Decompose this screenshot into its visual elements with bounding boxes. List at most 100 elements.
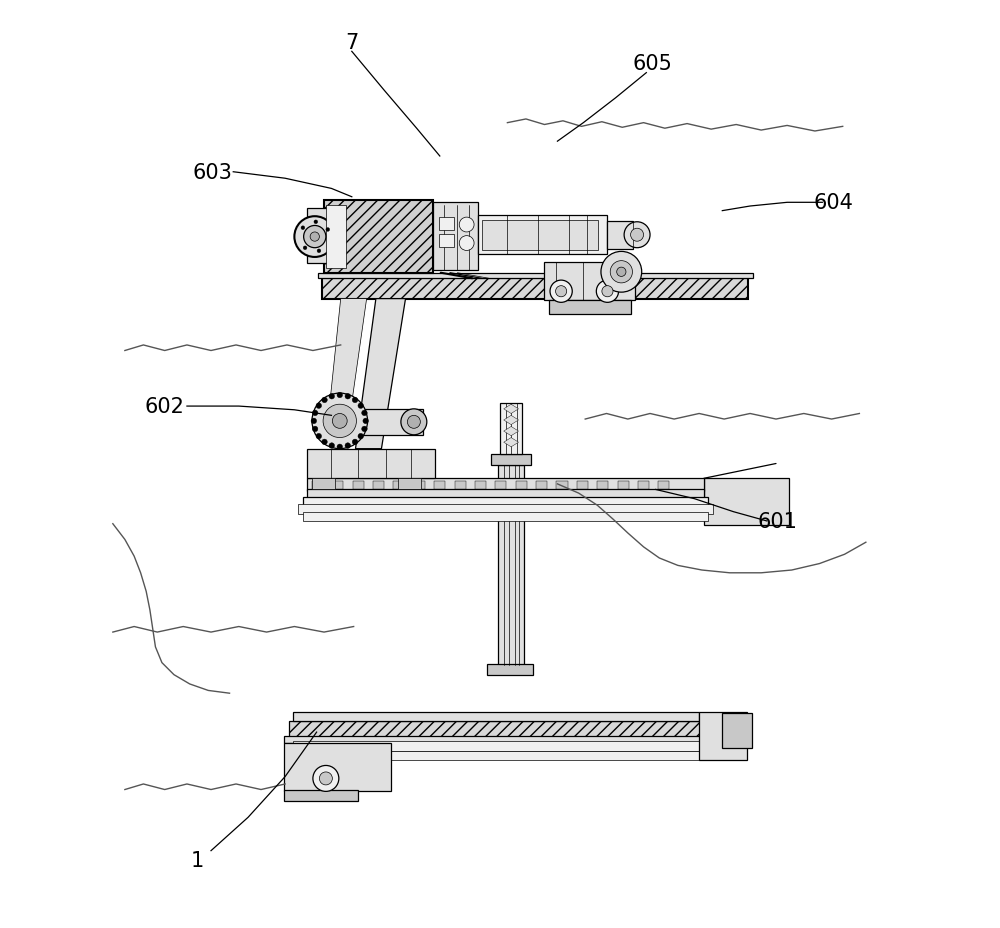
Text: 601: 601	[758, 511, 798, 532]
Circle shape	[317, 250, 321, 253]
Bar	[500, 404, 522, 455]
Circle shape	[345, 394, 351, 400]
Text: 605: 605	[633, 55, 673, 74]
Polygon shape	[704, 479, 789, 525]
Bar	[556, 482, 568, 490]
Bar	[363, 409, 423, 435]
Circle shape	[304, 226, 326, 249]
Bar	[312, 479, 335, 490]
Circle shape	[311, 419, 317, 424]
Bar	[658, 482, 669, 490]
Circle shape	[550, 281, 572, 303]
Bar	[284, 743, 391, 792]
Circle shape	[316, 404, 322, 409]
Circle shape	[301, 226, 305, 230]
Circle shape	[332, 414, 347, 429]
Circle shape	[294, 217, 335, 258]
Bar	[298, 505, 713, 514]
Text: 604: 604	[814, 193, 853, 213]
Bar	[577, 482, 588, 490]
Bar	[475, 482, 486, 490]
Circle shape	[363, 419, 368, 424]
Bar	[618, 482, 629, 490]
Bar	[722, 713, 752, 748]
Bar	[439, 218, 454, 231]
Circle shape	[358, 404, 364, 409]
Bar	[303, 512, 708, 522]
Circle shape	[329, 394, 335, 400]
Circle shape	[319, 772, 332, 785]
Bar	[597, 482, 608, 490]
Bar	[284, 736, 722, 743]
Circle shape	[345, 444, 351, 449]
Circle shape	[601, 252, 642, 293]
Text: 1: 1	[191, 850, 204, 870]
Bar	[516, 482, 527, 490]
Bar	[312, 482, 323, 490]
Polygon shape	[356, 300, 406, 449]
Circle shape	[316, 434, 322, 440]
Circle shape	[631, 229, 644, 242]
Bar	[284, 790, 358, 801]
Bar	[293, 741, 718, 751]
Bar	[491, 455, 531, 466]
Circle shape	[358, 434, 364, 440]
Bar	[373, 482, 384, 490]
Circle shape	[610, 262, 632, 284]
Bar	[478, 216, 607, 255]
Bar	[433, 203, 478, 271]
Bar	[318, 274, 753, 279]
Bar	[324, 201, 433, 274]
Bar	[393, 482, 405, 490]
Circle shape	[352, 398, 358, 404]
Circle shape	[556, 287, 567, 298]
Bar	[307, 209, 328, 264]
Circle shape	[337, 393, 343, 398]
Bar	[307, 490, 704, 499]
Polygon shape	[326, 300, 367, 442]
Text: 602: 602	[145, 396, 185, 417]
Circle shape	[459, 237, 474, 251]
Circle shape	[322, 440, 327, 445]
Circle shape	[407, 416, 420, 429]
Circle shape	[362, 411, 367, 417]
Circle shape	[313, 766, 339, 792]
Circle shape	[337, 445, 343, 450]
Circle shape	[401, 409, 427, 435]
Bar	[699, 712, 747, 760]
Circle shape	[312, 411, 318, 417]
Circle shape	[314, 221, 318, 225]
Bar	[495, 482, 506, 490]
Polygon shape	[504, 416, 519, 425]
Circle shape	[617, 268, 626, 277]
Circle shape	[312, 427, 318, 432]
Bar	[544, 263, 635, 302]
Circle shape	[602, 287, 613, 298]
Circle shape	[323, 405, 356, 438]
Circle shape	[596, 281, 619, 303]
Circle shape	[459, 218, 474, 233]
Bar	[293, 712, 699, 721]
Polygon shape	[504, 438, 519, 447]
Bar	[289, 721, 704, 738]
Bar	[414, 482, 425, 490]
Bar	[303, 497, 708, 507]
Circle shape	[326, 228, 330, 232]
Bar	[498, 466, 524, 665]
Polygon shape	[504, 405, 519, 414]
Circle shape	[303, 247, 307, 251]
Bar	[455, 482, 466, 490]
Bar	[322, 279, 748, 300]
Circle shape	[352, 440, 358, 445]
Circle shape	[310, 233, 319, 242]
Bar	[487, 664, 533, 675]
Circle shape	[362, 427, 367, 432]
Bar	[353, 482, 364, 490]
Bar	[293, 751, 718, 760]
Bar	[307, 479, 704, 492]
Circle shape	[329, 444, 335, 449]
Bar	[482, 221, 598, 251]
Circle shape	[322, 398, 327, 404]
Bar	[307, 449, 435, 479]
Bar	[439, 235, 454, 248]
